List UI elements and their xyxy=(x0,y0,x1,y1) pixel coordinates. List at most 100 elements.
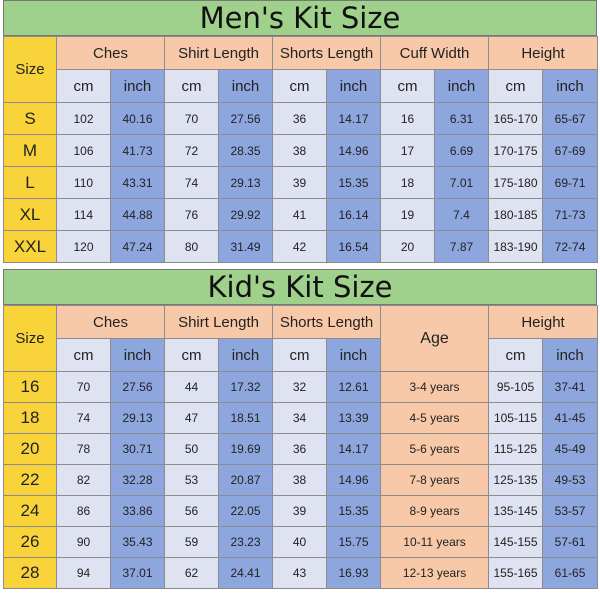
ches-inch-cell: 35.43 xyxy=(110,526,165,558)
shirt-length-inch-cell: 17.32 xyxy=(217,371,274,403)
kids-size-table: Size Ches Shirt Length Shorts Length Age… xyxy=(3,305,599,589)
shirt-length-inch-cell: 20.87 xyxy=(217,464,274,496)
ches-cm-cell: 120 xyxy=(56,230,111,263)
shorts-length-cm-cell: 41 xyxy=(272,198,328,231)
shorts-length-inch-cell: 16.54 xyxy=(326,230,382,263)
ches-inch-cell: 29.13 xyxy=(110,402,165,434)
ches-inch-cell: 32.28 xyxy=(110,464,165,496)
unit-cm-header: cm xyxy=(380,69,436,103)
unit-cm-header: cm xyxy=(272,69,328,103)
table-row: XXL 120 47.24 80 31.49 42 16.54 20 7.87 183-190 72… xyxy=(3,230,599,263)
group-header-height: Height xyxy=(488,36,599,70)
cuff-width-cm-cell: 19 xyxy=(380,198,436,231)
height-inch-cell: 49-53 xyxy=(542,464,599,496)
height-cm-cell: 95-105 xyxy=(488,371,544,403)
height-cm-cell: 145-155 xyxy=(488,526,544,558)
size-cell: 28 xyxy=(3,557,57,589)
height-inch-cell: 61-65 xyxy=(542,557,599,589)
ches-inch-cell: 40.16 xyxy=(110,102,165,135)
ches-cm-cell: 70 xyxy=(56,371,111,403)
mens-title: Men's Kit Size xyxy=(3,0,597,36)
unit-inch-header: inch xyxy=(542,338,599,372)
size-cell: 24 xyxy=(3,495,57,527)
size-cell: 20 xyxy=(3,433,57,465)
unit-inch-header: inch xyxy=(217,338,274,372)
shirt-length-cm-cell: 44 xyxy=(164,371,219,403)
age-cell: 7-8 years xyxy=(380,464,490,496)
shorts-length-inch-cell: 15.35 xyxy=(326,166,382,199)
unit-inch-header: inch xyxy=(542,69,599,103)
unit-cm-header: cm xyxy=(164,69,219,103)
height-inch-cell: 72-74 xyxy=(542,230,599,263)
shirt-length-inch-cell: 31.49 xyxy=(217,230,274,263)
table-row: 18 74 29.13 47 18.51 34 13.39 4-5 years 105-115 4… xyxy=(3,402,599,434)
ches-cm-cell: 74 xyxy=(56,402,111,434)
shorts-length-inch-cell: 14.17 xyxy=(326,102,382,135)
size-cell: 16 xyxy=(3,371,57,403)
shorts-length-inch-cell: 14.17 xyxy=(326,433,382,465)
shorts-length-cm-cell: 39 xyxy=(272,166,328,199)
table-row: S 102 40.16 70 27.56 36 14.17 16 6.31 165-170 65-6… xyxy=(3,102,599,135)
cuff-width-cm-cell: 20 xyxy=(380,230,436,263)
ches-cm-cell: 94 xyxy=(56,557,111,589)
group-header-shirt-length: Shirt Length xyxy=(163,305,274,339)
ches-inch-cell: 47.24 xyxy=(110,230,165,263)
shirt-length-cm-cell: 76 xyxy=(164,198,219,231)
table-row: 28 94 37.01 62 24.41 43 16.93 12-13 years 155-16… xyxy=(3,557,599,589)
height-inch-cell: 69-71 xyxy=(542,166,599,199)
shorts-length-inch-cell: 12.61 xyxy=(326,371,382,403)
unit-inch-header: inch xyxy=(326,338,382,372)
ches-inch-cell: 41.73 xyxy=(110,134,165,167)
shirt-length-inch-cell: 28.35 xyxy=(217,134,274,167)
table-row: XL 114 44.88 76 29.92 41 16.14 19 7.4 180-185 71-7… xyxy=(3,198,599,231)
height-inch-cell: 37-41 xyxy=(542,371,599,403)
kids-title: Kid's Kit Size xyxy=(3,269,597,305)
unit-cm-header: cm xyxy=(164,338,219,372)
height-inch-cell: 65-67 xyxy=(542,102,599,135)
shirt-length-inch-cell: 18.51 xyxy=(217,402,274,434)
height-cm-cell: 105-115 xyxy=(488,402,544,434)
unit-inch-header: inch xyxy=(434,69,490,103)
cuff-width-cm-cell: 16 xyxy=(380,102,436,135)
group-header-shirt-length: Shirt Length xyxy=(163,36,274,70)
shorts-length-inch-cell: 13.39 xyxy=(326,402,382,434)
mens-size-table: Size Ches Shirt Length Shorts Length Cuf… xyxy=(3,36,599,263)
cuff-width-inch-cell: 7.01 xyxy=(434,166,490,199)
unit-inch-header: inch xyxy=(110,69,165,103)
shorts-length-inch-cell: 15.35 xyxy=(326,495,382,527)
shorts-length-cm-cell: 38 xyxy=(272,134,328,167)
ches-cm-cell: 82 xyxy=(56,464,111,496)
height-cm-cell: 135-145 xyxy=(488,495,544,527)
shorts-length-inch-cell: 14.96 xyxy=(326,134,382,167)
ches-cm-cell: 114 xyxy=(56,198,111,231)
unit-inch-header: inch xyxy=(217,69,274,103)
shorts-length-inch-cell: 16.93 xyxy=(326,557,382,589)
cuff-width-inch-cell: 7.4 xyxy=(434,198,490,231)
shirt-length-inch-cell: 29.13 xyxy=(217,166,274,199)
table-row: 24 86 33.86 56 22.05 39 15.35 8-9 years 135-145 5… xyxy=(3,495,599,527)
group-header-ches: Ches xyxy=(56,305,165,339)
age-cell: 10-11 years xyxy=(380,526,490,558)
age-cell: 3-4 years xyxy=(380,371,490,403)
age-cell: 12-13 years xyxy=(380,557,490,589)
height-inch-cell: 67-69 xyxy=(542,134,599,167)
unit-inch-header: inch xyxy=(110,338,165,372)
shorts-length-cm-cell: 39 xyxy=(272,495,328,527)
cuff-width-inch-cell: 6.31 xyxy=(434,102,490,135)
group-header-shorts-length: Shorts Length xyxy=(272,305,382,339)
size-cell: L xyxy=(3,166,57,199)
shirt-length-inch-cell: 22.05 xyxy=(217,495,274,527)
size-cell: XL xyxy=(3,198,57,231)
ches-inch-cell: 43.31 xyxy=(110,166,165,199)
table-row: L 110 43.31 74 29.13 39 15.35 18 7.01 175-180 69-7… xyxy=(3,166,599,199)
height-cm-cell: 175-180 xyxy=(488,166,544,199)
height-cm-cell: 180-185 xyxy=(488,198,544,231)
height-cm-cell: 170-175 xyxy=(488,134,544,167)
shorts-length-inch-cell: 14.96 xyxy=(326,464,382,496)
shirt-length-cm-cell: 80 xyxy=(164,230,219,263)
age-cell: 8-9 years xyxy=(380,495,490,527)
ches-inch-cell: 33.86 xyxy=(110,495,165,527)
cuff-width-inch-cell: 6.69 xyxy=(434,134,490,167)
shirt-length-cm-cell: 59 xyxy=(164,526,219,558)
ches-inch-cell: 30.71 xyxy=(110,433,165,465)
